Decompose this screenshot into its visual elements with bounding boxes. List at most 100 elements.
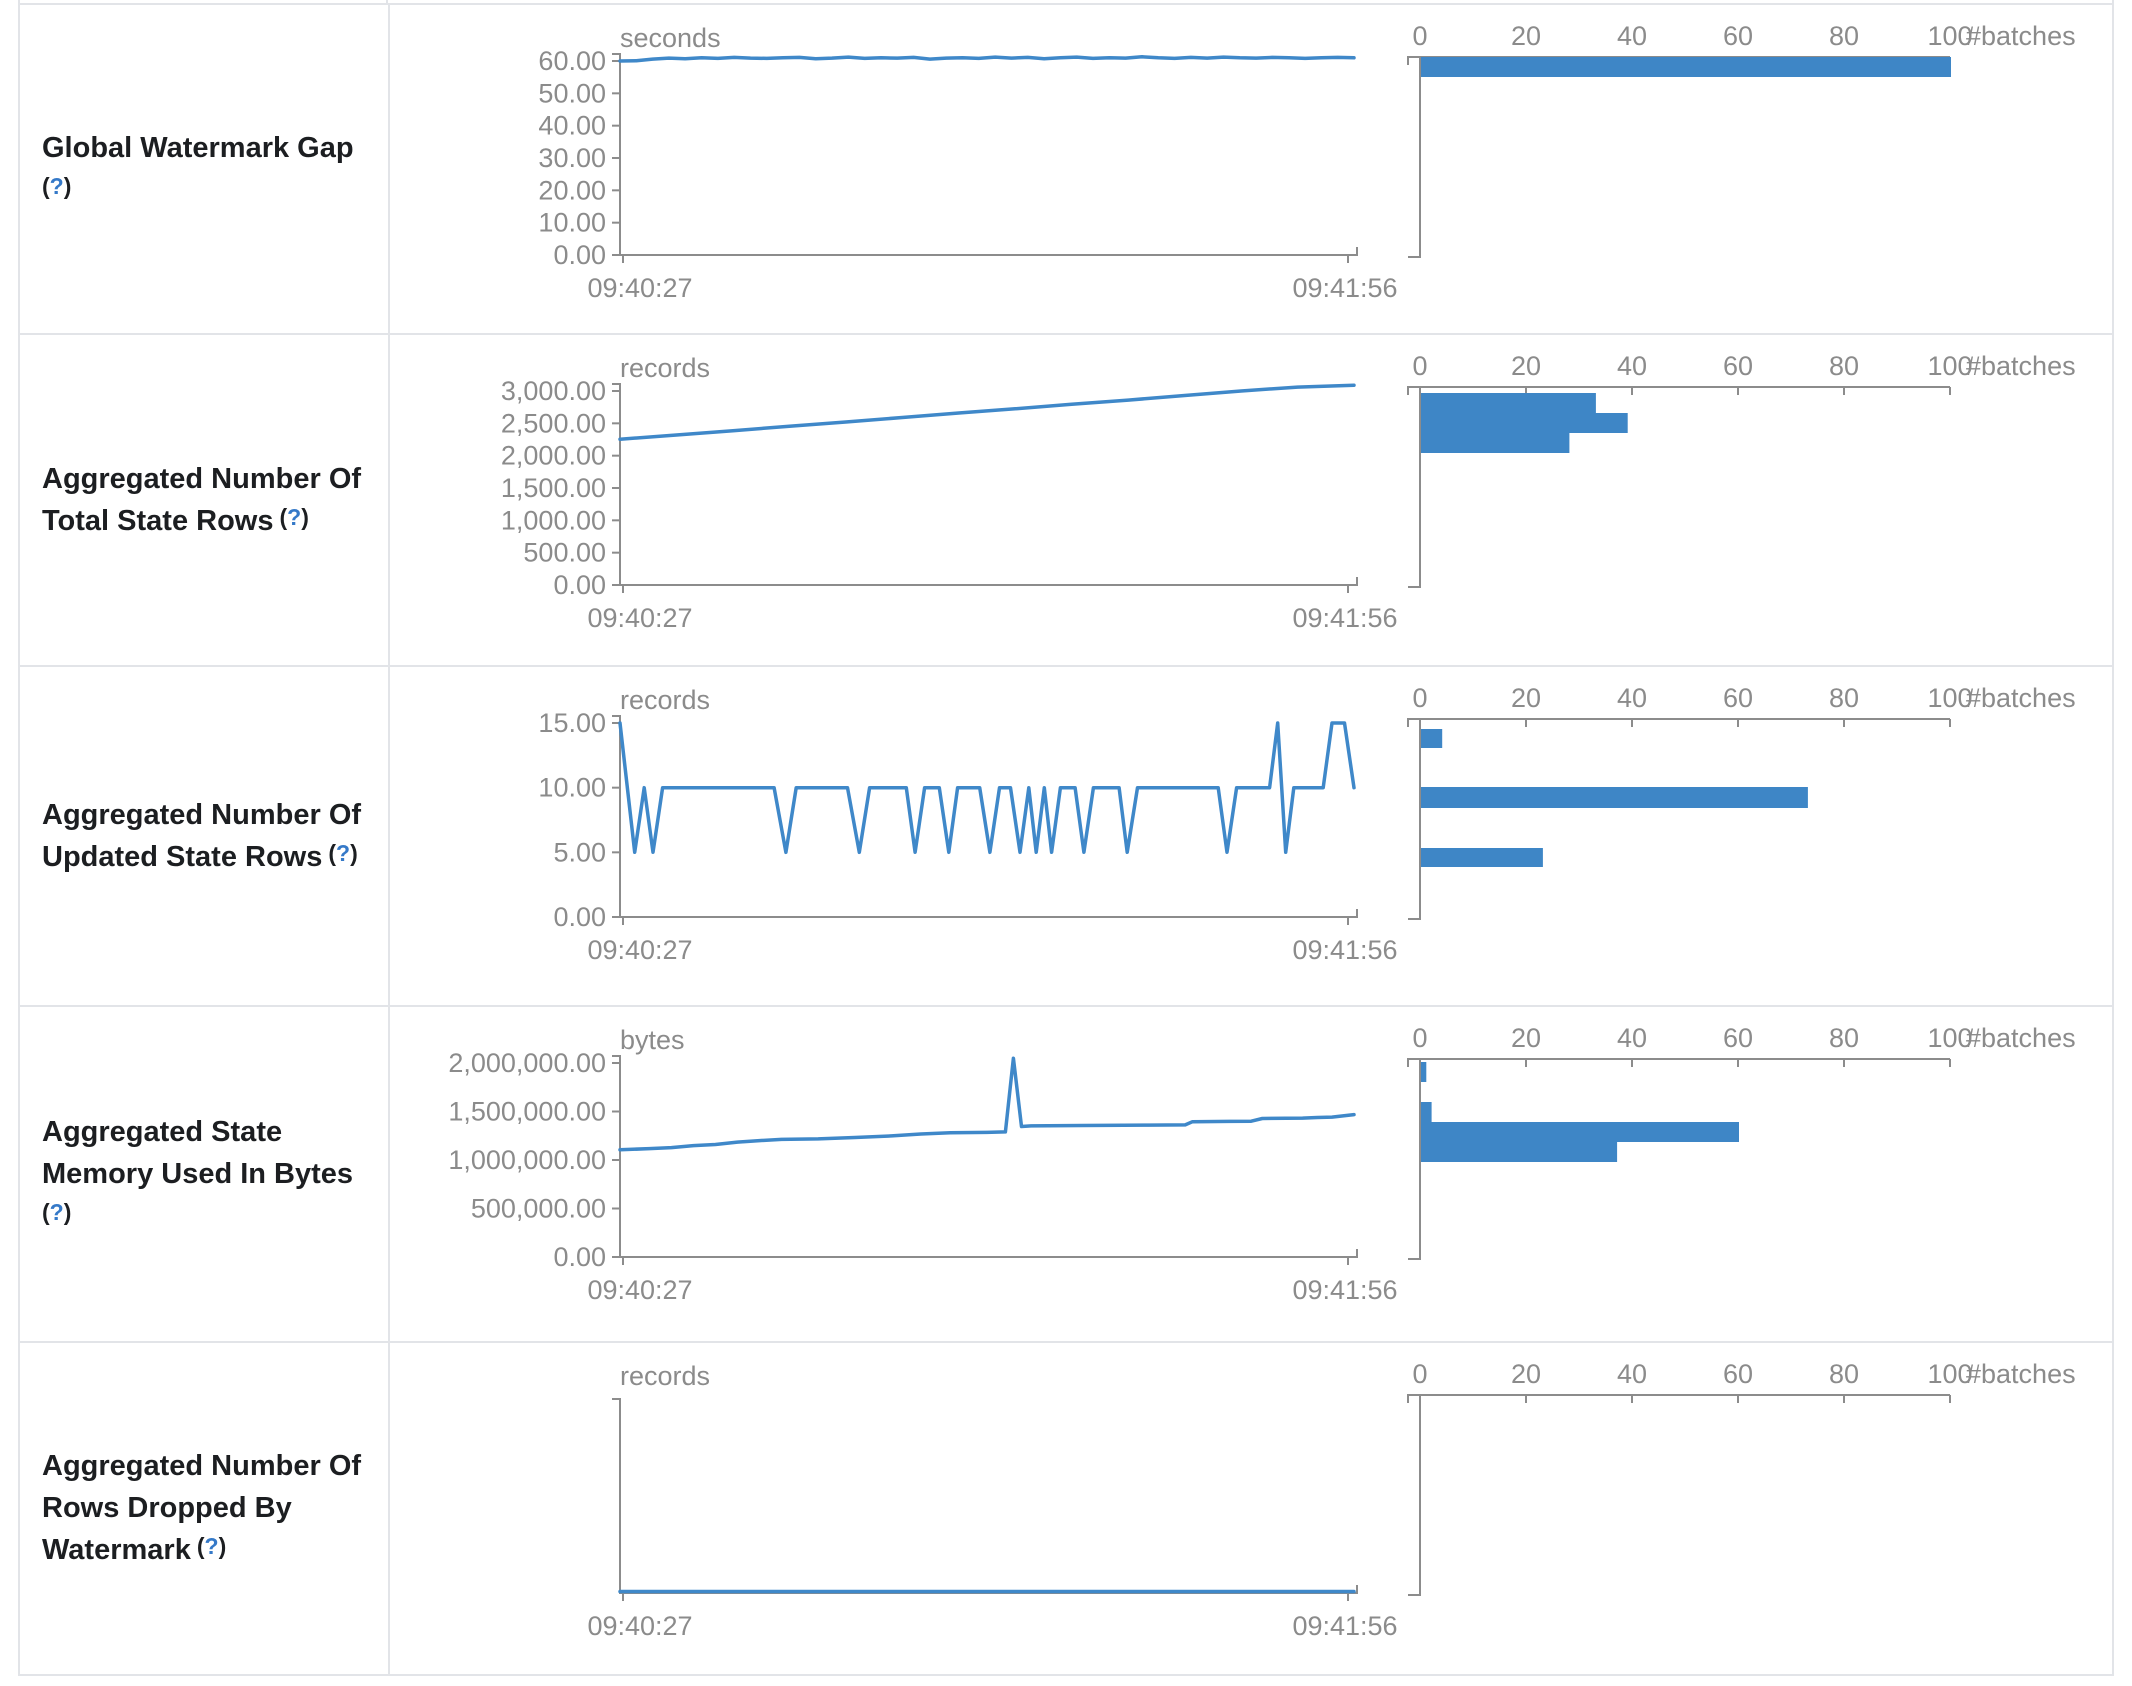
y-axis-tick-label: 1,500.00	[501, 473, 606, 503]
help-link[interactable]: ?	[49, 172, 64, 199]
histogram-left-axis	[1408, 1059, 1421, 1260]
metric-row-updated-state-rows: Aggregated Number Of Updated State Rows(…	[20, 665, 2112, 1005]
x-axis-start-time: 09:40:27	[587, 1611, 692, 1641]
histogram-axis-unit-label: #batches	[1966, 1023, 2076, 1053]
metric-row-global-watermark-gap: Global Watermark Gap (?) seconds 60.00 50.…	[20, 5, 2112, 333]
timeline-line	[618, 55, 1356, 63]
histogram-tick-label: 60	[1723, 21, 1753, 51]
y-axis-tick-label: 0.00	[553, 902, 606, 932]
histogram-left-axis	[1408, 387, 1421, 588]
histogram-tick-label: 100	[1927, 21, 1972, 51]
y-axis-tick-label: 500,000.00	[471, 1194, 606, 1224]
timeline-line	[618, 721, 1356, 855]
histogram-tick-label: 40	[1617, 351, 1647, 381]
help-badge: (?)	[42, 172, 72, 199]
histogram-axis-unit-label: #batches	[1966, 683, 2076, 713]
histogram-tick-label: 100	[1927, 683, 1972, 713]
histogram-tick-label: 80	[1829, 1359, 1859, 1389]
metric-label: Global Watermark Gap (?)	[42, 127, 354, 212]
timeline-unit-label: records	[620, 685, 710, 715]
metric-label-cell: Aggregated Number Of Total State Rows (?)	[20, 335, 390, 665]
timeline-unit-label: bytes	[620, 1025, 685, 1055]
metric-charts-svg: records3,000.002,500.002,000.001,500.001…	[501, 351, 2076, 633]
y-axis-tick-label: 1,500,000.00	[448, 1097, 606, 1127]
histogram-bar	[1421, 1102, 1432, 1122]
x-axis-end-time: 09:41:56	[1292, 1275, 1397, 1305]
table-border-stub	[2112, 0, 2114, 3]
histogram-tick-label: 0	[1412, 351, 1427, 381]
metric-label-cell: Aggregated Number Of Updated State Rows(…	[20, 667, 390, 1005]
histogram-bar	[1421, 1142, 1618, 1162]
histogram-tick-label: 100	[1927, 1359, 1972, 1389]
x-axis-start-time: 09:40:27	[587, 935, 692, 965]
histogram-tick-label: 20	[1511, 351, 1541, 381]
metric-label-line: Aggregated Number Of	[42, 1450, 362, 1482]
metric-label-line: (?)	[42, 169, 354, 212]
metric-label: Aggregated Number Of Updated State Rows(…	[42, 794, 361, 879]
metric-label-line: Updated State Rows (?)	[42, 839, 358, 873]
y-axis-tick-label: 2,000.00	[501, 441, 606, 471]
histogram-bar	[1421, 729, 1443, 748]
y-axis-tick-label: 3,000.00	[501, 376, 606, 406]
metric-label-line: Rows Dropped By	[42, 1492, 292, 1524]
histogram-left-axis	[1408, 719, 1421, 920]
histogram-tick-label: 80	[1829, 21, 1859, 51]
histogram-tick-label: 80	[1829, 1023, 1859, 1053]
help-link[interactable]: ?	[336, 839, 351, 866]
histogram-tick-label: 60	[1723, 1359, 1753, 1389]
histogram-bar	[1421, 848, 1543, 867]
timeline-chart: seconds 60.0050.0040.0030.0020.0010.000.0…	[538, 23, 1397, 303]
timeline-unit-label: seconds	[620, 23, 721, 53]
histogram-bar	[1421, 57, 1951, 77]
x-axis-end-time: 09:41:56	[1292, 1611, 1397, 1641]
histogram-bar	[1421, 413, 1628, 433]
histogram-tick-label: 0	[1412, 21, 1427, 51]
histogram-axis-unit-label: #batches	[1966, 1359, 2076, 1389]
histogram-tick-label: 80	[1829, 683, 1859, 713]
help-badge: (?)	[328, 839, 358, 866]
y-axis-tick-label: 2,000,000.00	[448, 1048, 606, 1078]
histogram-bar	[1421, 433, 1570, 453]
histogram-tick-label: 0	[1412, 1359, 1427, 1389]
y-axis-tick-label: 50.00	[538, 78, 606, 108]
metric-label-line: Watermark (?)	[42, 1533, 227, 1566]
metric-charts-cell: bytes 2,000,000.00 1,500,000.00 1,000,000.0…	[390, 1007, 2112, 1341]
metric-row-rows-dropped-by-watermark: Aggregated Number Of Rows Dropped By Wat…	[20, 1341, 2112, 1674]
x-axis-start-time: 09:40:27	[587, 603, 692, 633]
metric-label-line: Total State Rows (?)	[42, 503, 309, 537]
histogram-axis-unit-label: #batches	[1966, 21, 2076, 51]
metric-label: Aggregated Number Of Total State Rows (?)	[42, 458, 361, 543]
histogram-tick-label: 0	[1412, 1023, 1427, 1053]
y-axis-tick-label: 10.00	[538, 208, 606, 238]
histogram-bar	[1421, 393, 1596, 413]
histogram-top-axis	[1407, 718, 1950, 727]
y-axis-tick-label: 10.00	[538, 773, 606, 803]
help-link[interactable]: ?	[204, 1533, 219, 1559]
timeline-line	[618, 1056, 1356, 1152]
histogram-bar	[1421, 1062, 1427, 1082]
y-axis-tick-label: 5.00	[553, 837, 606, 867]
help-link[interactable]: ?	[49, 1198, 64, 1225]
histogram-left-axis	[1408, 57, 1421, 258]
y-axis-tick-label: 1,000,000.00	[448, 1145, 606, 1175]
help-badge: (?)	[279, 503, 309, 530]
histogram-left-axis	[1408, 1395, 1421, 1596]
histogram-tick-label: 40	[1617, 21, 1647, 51]
y-axis-tick-label: 40.00	[538, 111, 606, 141]
x-axis-end-time: 09:41:56	[1292, 603, 1397, 633]
histogram-tick-label: 60	[1723, 683, 1753, 713]
y-axis-tick-label: 500.00	[523, 538, 606, 568]
timeline-line	[618, 383, 1356, 441]
histogram-bar	[1421, 1122, 1739, 1142]
help-link[interactable]: ?	[287, 503, 302, 530]
metric-label-cell: Aggregated Number Of Rows Dropped By Wat…	[20, 1343, 390, 1674]
timeline-unit-label: records	[620, 1361, 710, 1391]
timeline-axis	[612, 1398, 1358, 1594]
metric-label-cell: Aggregated State Memory Used In Bytes (?…	[20, 1007, 390, 1341]
timeline-chart: bytes 2,000,000.00 1,500,000.00 1,000,000.0…	[448, 1025, 1397, 1305]
y-axis-tick-label: 0.00	[553, 240, 606, 270]
metric-label-cell: Global Watermark Gap (?)	[20, 5, 390, 333]
